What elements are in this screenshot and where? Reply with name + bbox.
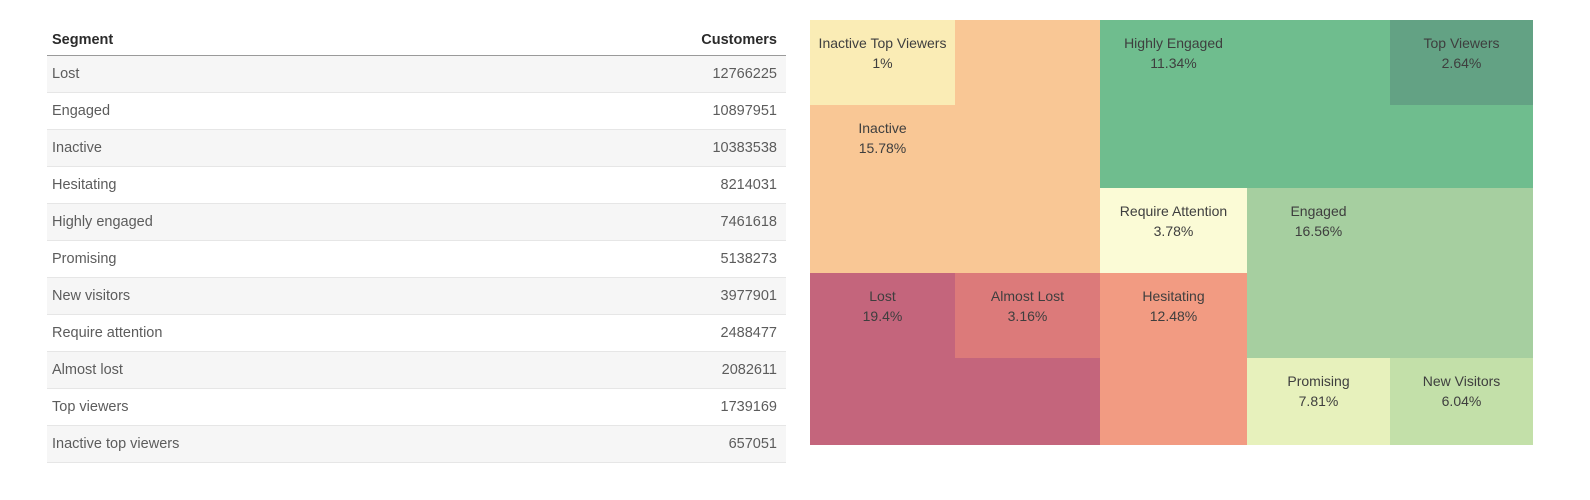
treemap-tile-require-attention[interactable] [1100, 188, 1247, 273]
customer-count-cell: 8214031 [720, 177, 777, 193]
customer-count-cell: 3977901 [720, 288, 777, 304]
customer-count-cell: 10383538 [712, 140, 777, 156]
col-header-segment: Segment [52, 32, 114, 48]
segment-name-cell: New visitors [52, 288, 131, 304]
segment-name-cell: Almost lost [52, 362, 123, 378]
segment-name-cell: Engaged [52, 103, 111, 119]
table-row[interactable]: Hesitating 8214031 [47, 167, 786, 204]
table-row[interactable]: Require attention 2488477 [47, 315, 786, 352]
customer-count-cell: 7461618 [720, 214, 777, 230]
segment-name-cell: Require attention [52, 325, 163, 341]
segment-name-cell: Inactive [52, 140, 102, 156]
segment-name-cell: Top viewers [52, 399, 129, 415]
table-row[interactable]: Inactive top viewers 657051 [47, 426, 786, 463]
segment-name-cell: Highly engaged [52, 214, 153, 230]
treemap-tile-almost-lost[interactable] [955, 273, 1100, 358]
table-body: Lost 12766225 Engaged 10897951 Inactive 10383… [47, 56, 786, 463]
segment-name-cell: Hesitating [52, 177, 117, 193]
treemap-tile-inactive-top-viewers[interactable] [810, 20, 955, 105]
customer-count-cell: 2488477 [720, 325, 777, 341]
segments-table: Segment Customers Lost 12766225 Engaged 108… [47, 25, 786, 463]
table-header: Segment Customers [47, 25, 786, 56]
treemap-tile-new-visitors[interactable] [1390, 358, 1533, 445]
segment-name-cell: Inactive top viewers [52, 436, 180, 452]
treemap-tile-top-viewers[interactable] [1390, 20, 1533, 105]
table-row[interactable]: Promising 5138273 [47, 241, 786, 278]
segment-name-cell: Promising [52, 251, 117, 267]
table-row[interactable]: Almost lost 2082611 [47, 352, 786, 389]
customer-count-cell: 12766225 [712, 66, 777, 82]
segments-treemap: Inactive 15.78% Inactive Top Viewers 1% High… [810, 20, 1533, 445]
treemap-tile-engaged[interactable] [1247, 188, 1533, 358]
table-row[interactable]: New visitors 3977901 [47, 278, 786, 315]
table-row[interactable]: Inactive 10383538 [47, 130, 786, 167]
treemap-tile-promising[interactable] [1247, 358, 1390, 445]
customer-count-cell: 10897951 [712, 103, 777, 119]
table-row[interactable]: Highly engaged 7461618 [47, 204, 786, 241]
table-row[interactable]: Lost 12766225 [47, 56, 786, 93]
customer-count-cell: 2082611 [721, 362, 777, 378]
table-row[interactable]: Top viewers 1739169 [47, 389, 786, 426]
col-header-customers: Customers [701, 32, 777, 48]
customer-count-cell: 1739169 [720, 399, 777, 415]
treemap-tile-hesitating[interactable] [1100, 273, 1247, 445]
customer-count-cell: 657051 [728, 436, 777, 452]
table-row[interactable]: Engaged 10897951 [47, 93, 786, 130]
customer-count-cell: 5138273 [720, 251, 777, 267]
segment-name-cell: Lost [52, 66, 80, 82]
